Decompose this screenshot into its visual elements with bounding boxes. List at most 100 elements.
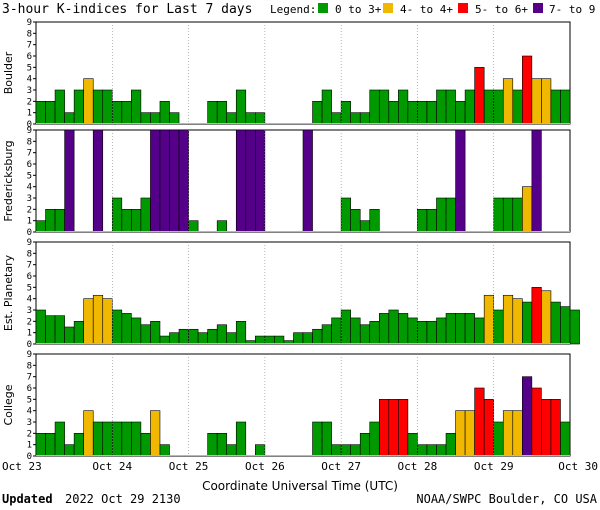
k-index-bar <box>369 89 380 125</box>
k-index-bar <box>207 328 218 345</box>
y-tick-label: 5 <box>27 63 32 73</box>
k-index-bar <box>121 209 132 233</box>
k-index-bar <box>111 197 123 233</box>
y-tick-label: 0 <box>27 120 32 130</box>
k-index-bar <box>340 101 351 125</box>
k-index-bar <box>235 421 247 457</box>
k-index-bar <box>312 421 323 457</box>
k-index-bar <box>45 209 56 233</box>
k-index-bar <box>83 410 94 457</box>
k-index-bar <box>321 421 332 457</box>
k-index-bar <box>92 294 104 345</box>
k-index-bar <box>541 399 552 457</box>
k-index-bar <box>493 197 504 233</box>
k-index-bar <box>426 101 437 125</box>
k-index-bar <box>131 421 142 457</box>
y-tick-label: 3 <box>27 418 32 428</box>
k-index-bar <box>64 112 75 125</box>
k-index-bar <box>493 421 504 457</box>
k-index-bar <box>350 112 361 125</box>
k-index-bar <box>159 335 170 345</box>
k-index-bar <box>111 101 123 125</box>
k-index-bar <box>131 89 142 125</box>
k-index-bar <box>483 89 495 125</box>
panels: 0123456789Boulder0123456789Fredericksbur… <box>2 18 580 462</box>
k-index-bar <box>340 197 351 233</box>
k-index-bar <box>140 433 151 457</box>
k-index-bar <box>464 410 475 457</box>
legend-swatch-green <box>318 3 328 13</box>
k-index-bar <box>560 306 571 345</box>
k-index-bar <box>445 433 456 457</box>
panel-label: Est. Planetary <box>2 254 15 331</box>
k-index-bar <box>64 444 75 457</box>
panel-label: Boulder <box>2 51 15 94</box>
k-index-bar <box>350 209 361 233</box>
k-index-bar <box>512 298 523 345</box>
k-index-bar <box>331 317 342 345</box>
y-tick-label: 3 <box>27 306 32 316</box>
k-index-bar <box>169 129 180 233</box>
y-tick-label: 9 <box>27 238 32 248</box>
k-index-bar <box>45 433 56 457</box>
y-tick-label: 2 <box>27 205 32 215</box>
k-index-bar <box>369 209 380 233</box>
y-tick-label: 7 <box>27 149 32 159</box>
k-index-bar <box>426 321 437 345</box>
chart-title: 3-hour K-indices for Last 7 days <box>2 2 252 17</box>
y-tick-label: 8 <box>27 137 32 147</box>
k-index-bar <box>407 101 418 125</box>
k-index-bar <box>35 101 46 125</box>
k-index-bar <box>83 78 94 125</box>
y-tick-label: 8 <box>27 249 32 259</box>
k-index-bar <box>350 444 361 457</box>
k-index-bar <box>541 290 552 345</box>
k-index-bar <box>340 309 351 345</box>
k-index-bar <box>417 101 428 125</box>
k-index-bar <box>102 298 113 345</box>
legend-swatch-purple <box>533 3 543 13</box>
k-index-bar <box>512 410 523 457</box>
k-index-bar <box>512 89 523 125</box>
k-index-bar <box>378 313 390 345</box>
k-index-bar <box>436 317 447 345</box>
legend-item-red: 5- to 6+ <box>475 3 528 16</box>
k-index-bar <box>73 433 84 457</box>
k-index-bar <box>312 328 323 345</box>
k-index-bar <box>226 444 237 457</box>
k-index-bar <box>550 399 561 457</box>
k-index-bar <box>245 112 256 125</box>
k-index-bar <box>35 220 46 233</box>
y-tick-label: 8 <box>27 361 32 371</box>
k-index-bar <box>569 309 580 345</box>
k-index-bar <box>92 89 104 125</box>
y-tick-label: 5 <box>27 395 32 405</box>
k-index-bar <box>369 321 380 345</box>
k-index-bar <box>321 89 332 125</box>
k-index-bar <box>464 313 475 345</box>
x-tick-label: Oct 27 <box>321 460 361 473</box>
k-index-bar <box>255 112 266 125</box>
k-index-bar <box>378 399 390 457</box>
k-index-bar <box>92 129 104 233</box>
k-index-bar <box>73 89 84 125</box>
y-tick-label: 8 <box>27 29 32 39</box>
panel-label: Fredericksburg <box>2 140 15 221</box>
k-index-bar <box>407 317 418 345</box>
x-tick-label: Oct 24 <box>92 460 132 473</box>
y-tick-label: 5 <box>27 283 32 293</box>
y-tick-label: 7 <box>27 41 32 51</box>
k-index-bar <box>207 101 218 125</box>
k-index-bar <box>255 444 266 457</box>
y-tick-label: 7 <box>27 373 32 383</box>
k-index-bar <box>54 209 65 233</box>
y-tick-label: 2 <box>27 97 32 107</box>
k-index-bar <box>398 89 409 125</box>
k-index-bar <box>550 301 561 345</box>
y-tick-label: 3 <box>27 86 32 96</box>
x-axis-label: Coordinate Universal Time (UTC) <box>202 479 398 493</box>
k-index-bar <box>426 209 437 233</box>
k-index-bar <box>245 129 256 233</box>
panel-college: 01 234 567 89 College <box>2 350 571 462</box>
k-index-bar <box>111 309 123 345</box>
